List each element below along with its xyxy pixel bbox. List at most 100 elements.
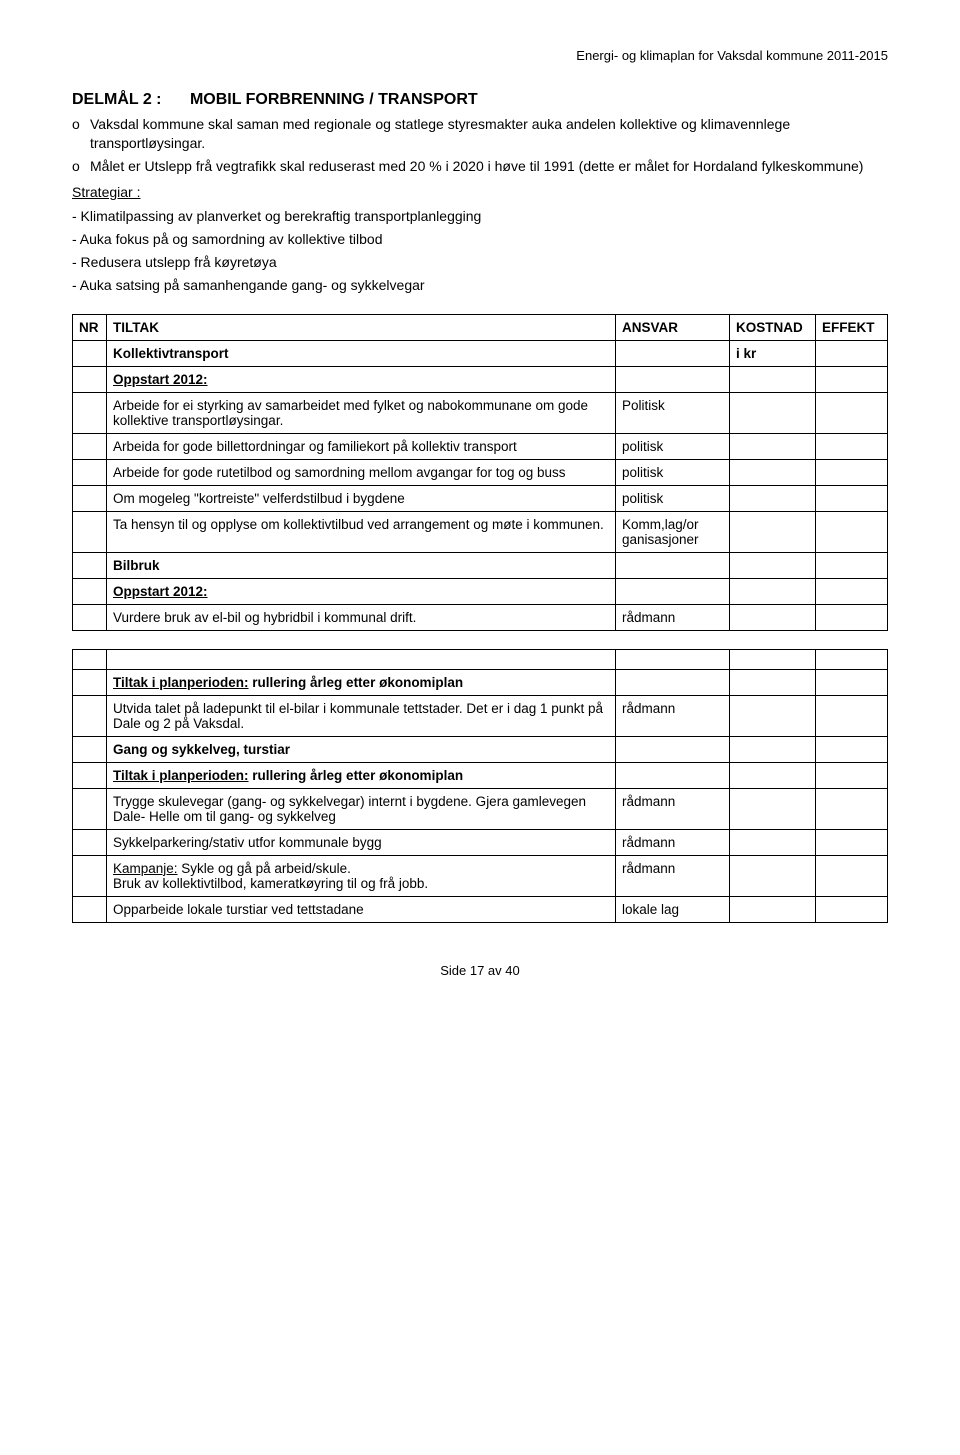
table-cell xyxy=(730,604,816,630)
table-cell xyxy=(73,392,107,433)
table-cell: Arbeide for gode rutetilbod og samordnin… xyxy=(107,459,616,485)
table-cell xyxy=(73,788,107,829)
table-cell xyxy=(730,485,816,511)
table-row: Ta hensyn til og opplyse om kollektivtil… xyxy=(73,511,888,552)
table-cell: rådmann xyxy=(616,604,730,630)
bullet-text: Målet er Utslepp frå vegtrafikk skal red… xyxy=(90,157,863,176)
section-title: DELMÅL 2 : MOBIL FORBRENNING / TRANSPORT xyxy=(72,91,888,109)
table-cell xyxy=(816,649,888,669)
table-cell: Sykkelparkering/stativ utfor kommunale b… xyxy=(107,829,616,855)
table-cell: Trygge skulevegar (gang- og sykkelvegar)… xyxy=(107,788,616,829)
table-cell xyxy=(730,896,816,922)
table-cell xyxy=(816,788,888,829)
table-cell: KOSTNAD xyxy=(730,314,816,340)
bullet-item: oMålet er Utslepp frå vegtrafikk skal re… xyxy=(72,157,888,176)
table-cell: Politisk xyxy=(616,392,730,433)
table-cell: Gang og sykkelveg, turstiar xyxy=(107,736,616,762)
table-cell xyxy=(616,669,730,695)
table-cell xyxy=(816,896,888,922)
table-cell xyxy=(816,366,888,392)
strategy-item: - Redusera utslepp frå køyretøya xyxy=(72,252,888,273)
table-row: Kollektivtransport i kr xyxy=(73,340,888,366)
bullet-symbol: o xyxy=(72,115,90,153)
table-row: Kampanje: Sykle og gå på arbeid/skule.Br… xyxy=(73,855,888,896)
tiltak-table-1: NRTILTAKANSVARKOSTNADEFFEKTKollektivtran… xyxy=(72,314,888,631)
table-cell xyxy=(73,896,107,922)
table-cell xyxy=(816,762,888,788)
table-cell: politisk xyxy=(616,485,730,511)
table-cell: Kampanje: Sykle og gå på arbeid/skule.Br… xyxy=(107,855,616,896)
table-cell: EFFEKT xyxy=(816,314,888,340)
table-cell xyxy=(73,433,107,459)
table-cell xyxy=(73,829,107,855)
table-cell: TILTAK xyxy=(107,314,616,340)
doc-header: Energi- og klimaplan for Vaksdal kommune… xyxy=(72,48,888,63)
table-cell xyxy=(816,552,888,578)
table-cell: Arbeida for gode billettordningar og fam… xyxy=(107,433,616,459)
table-cell xyxy=(730,829,816,855)
table-cell: Opparbeide lokale turstiar ved tettstada… xyxy=(107,896,616,922)
table-cell: Om mogeleg "kortreiste" velferdstilbud i… xyxy=(107,485,616,511)
table-cell: Arbeide for ei styrking av samarbeidet m… xyxy=(107,392,616,433)
table-cell: Bilbruk xyxy=(107,552,616,578)
table-cell: politisk xyxy=(616,459,730,485)
table-cell xyxy=(616,762,730,788)
table-cell: rådmann xyxy=(616,855,730,896)
table-cell xyxy=(730,788,816,829)
table-row: Vurdere bruk av el-bil og hybridbil i ko… xyxy=(73,604,888,630)
table-cell: Kollektivtransport xyxy=(107,340,616,366)
table-cell xyxy=(730,855,816,896)
table-cell xyxy=(73,855,107,896)
table-cell xyxy=(73,736,107,762)
strategy-item: - Klimatilpassing av planverket og berek… xyxy=(72,206,888,227)
goal-label: DELMÅL 2 : xyxy=(72,91,161,109)
table-cell: lokale lag xyxy=(616,896,730,922)
table-row: Arbeida for gode billettordningar og fam… xyxy=(73,433,888,459)
strategy-item: - Auka fokus på og samordning av kollekt… xyxy=(72,229,888,250)
table-cell xyxy=(73,485,107,511)
table-row: Bilbruk xyxy=(73,552,888,578)
table-cell xyxy=(730,459,816,485)
table-cell xyxy=(816,829,888,855)
table-cell xyxy=(73,604,107,630)
table-cell: i kr xyxy=(730,340,816,366)
table-cell xyxy=(816,392,888,433)
table-cell xyxy=(73,366,107,392)
table-cell xyxy=(73,459,107,485)
table-cell xyxy=(616,578,730,604)
table-row: Tiltak i planperioden: rullering årleg e… xyxy=(73,762,888,788)
table-cell: Tiltak i planperioden: rullering årleg e… xyxy=(107,669,616,695)
table-cell xyxy=(816,578,888,604)
table-cell: Vurdere bruk av el-bil og hybridbil i ko… xyxy=(107,604,616,630)
table-cell: Tiltak i planperioden: rullering årleg e… xyxy=(107,762,616,788)
table-cell xyxy=(73,762,107,788)
table-row: Trygge skulevegar (gang- og sykkelvegar)… xyxy=(73,788,888,829)
table-cell xyxy=(816,485,888,511)
table-cell: rådmann xyxy=(616,695,730,736)
table-row: NRTILTAKANSVARKOSTNADEFFEKT xyxy=(73,314,888,340)
table-cell xyxy=(730,392,816,433)
table-cell: Oppstart 2012: xyxy=(107,366,616,392)
table-cell xyxy=(73,649,107,669)
table-cell xyxy=(730,736,816,762)
table-cell: rådmann xyxy=(616,788,730,829)
goal-title: MOBIL FORBRENNING / TRANSPORT xyxy=(190,91,478,108)
table-cell xyxy=(616,552,730,578)
table-cell xyxy=(73,695,107,736)
table-row xyxy=(73,649,888,669)
table-cell xyxy=(816,855,888,896)
table-cell xyxy=(73,552,107,578)
table-cell xyxy=(616,736,730,762)
table-row: Om mogeleg "kortreiste" velferdstilbud i… xyxy=(73,485,888,511)
strategy-list: - Klimatilpassing av planverket og berek… xyxy=(72,206,888,296)
table-cell: Ta hensyn til og opplyse om kollektivtil… xyxy=(107,511,616,552)
table-cell xyxy=(816,604,888,630)
strategy-item: - Auka satsing på samanhengande gang- og… xyxy=(72,275,888,296)
table-cell xyxy=(616,366,730,392)
table-cell: politisk xyxy=(616,433,730,459)
table-cell: Komm,lag/organisasjoner xyxy=(616,511,730,552)
bullet-text: Vaksdal kommune skal saman med regionale… xyxy=(90,115,888,153)
table-cell: Oppstart 2012: xyxy=(107,578,616,604)
bullet-item: oVaksdal kommune skal saman med regional… xyxy=(72,115,888,153)
strategy-label: Strategiar : xyxy=(72,184,888,200)
